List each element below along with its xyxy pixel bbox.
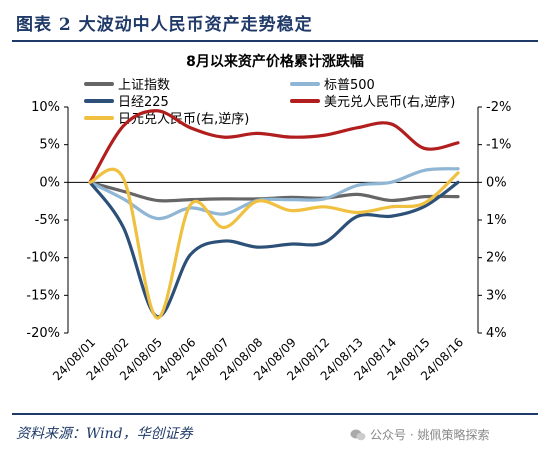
chart-legend: 上证指数 标普500 日经225 美元兑人民币(右,逆序) 日元兑人民币(右,逆序) — [84, 78, 455, 127]
chart-title: 8月以来资产价格累计涨跌幅 — [186, 53, 364, 70]
right-tick-label: 1% — [486, 213, 507, 228]
figure-title: 图表 2 大波动中人民币资产走势稳定 — [16, 15, 313, 35]
right-tick-label: 0% — [486, 175, 507, 190]
right-tick-label: 4% — [486, 326, 507, 341]
figure-header: 图表 2 大波动中人民币资产走势稳定 — [0, 0, 550, 44]
series-line-1 — [88, 167, 460, 221]
header-rule — [12, 40, 538, 42]
left-tick-label: -15% — [26, 288, 60, 303]
left-tick-label: 5% — [39, 138, 60, 153]
line-chart: 8月以来资产价格累计涨跌幅 上证指数 标普500 日经225 美元兑人民币(右,逆序)… — [26, 53, 511, 383]
footer-rule — [12, 413, 538, 415]
chart-axes: 10%5%0%-5%-10%-15%-20%-2%-1%0%1%2%3%4%24… — [26, 100, 511, 383]
left-tick-label: 10% — [31, 100, 60, 115]
left-tick-label: 0% — [39, 175, 60, 190]
source-note: 资料来源：Wind，华创证券 — [16, 426, 193, 442]
right-tick-label: 3% — [486, 288, 507, 303]
chart-series — [88, 109, 460, 320]
legend-label-0: 上证指数 — [118, 78, 170, 93]
series-line-3 — [88, 109, 460, 184]
series-line-4 — [88, 167, 460, 320]
watermark: 公众号 · 姚佩策略探索 — [350, 426, 489, 443]
legend-label-4: 日元兑人民币(右,逆序) — [118, 111, 249, 127]
series-line-2 — [88, 180, 460, 319]
legend-label-3: 美元兑人民币(右,逆序) — [324, 94, 455, 110]
left-tick-label: -10% — [26, 251, 60, 266]
right-tick-label: -1% — [486, 138, 511, 153]
left-tick-label: -5% — [35, 213, 60, 228]
right-tick-label: -2% — [486, 100, 511, 115]
watermark-text: 公众号 · 姚佩策略探索 — [370, 428, 490, 442]
left-tick-label: -20% — [26, 326, 60, 341]
wechat-icon — [350, 429, 366, 440]
legend-label-1: 标普500 — [324, 78, 375, 93]
legend-label-2: 日经225 — [118, 95, 169, 110]
right-tick-label: 2% — [486, 251, 507, 266]
